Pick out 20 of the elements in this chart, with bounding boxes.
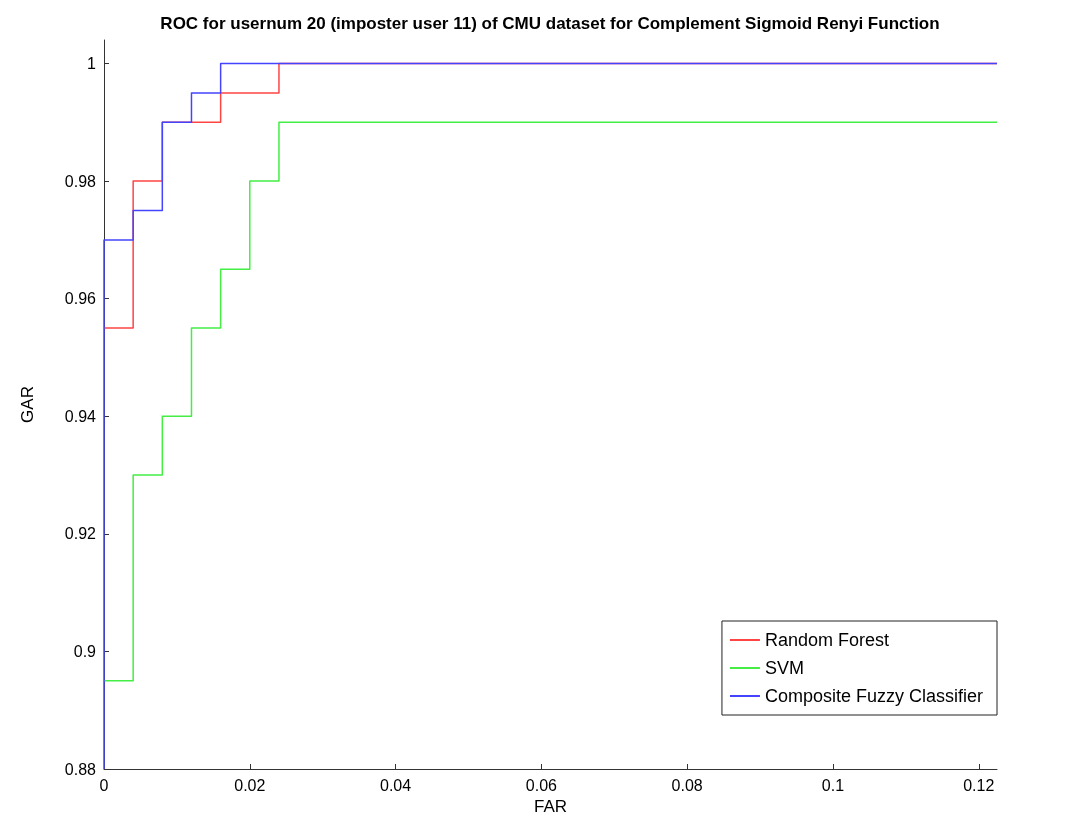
x-tick-label: 0.12 [963,776,995,794]
legend-label: SVM [764,658,804,678]
y-axis-title: GAR [18,386,37,423]
x-tick-label: 0.1 [821,776,845,794]
y-tick-label: 1 [87,55,97,73]
y-tick-label: 0.88 [64,760,97,778]
y-tick-label: 0.96 [64,290,97,308]
y-tick-label: 0.94 [64,407,97,425]
x-tick-label: 0 [99,776,109,794]
y-tick-label: 0.92 [64,525,97,543]
y-tick-label: 0.98 [64,172,97,190]
x-tick-label: 0.02 [234,776,266,794]
chart-title: ROC for usernum 20 (imposter user 11) of CMU dataset for Complement Sigmoid Renyi Function [160,14,940,33]
legend-label: Random Forest [764,630,890,650]
x-tick-label: 0.08 [671,776,703,794]
x-tick-label: 0.06 [525,776,558,794]
x-tick-label: 0.04 [380,776,412,794]
x-axis-title: FAR [533,796,568,816]
y-tick-label: 0.9 [73,642,97,660]
legend-label: Composite Fuzzy Classifier [764,686,984,706]
